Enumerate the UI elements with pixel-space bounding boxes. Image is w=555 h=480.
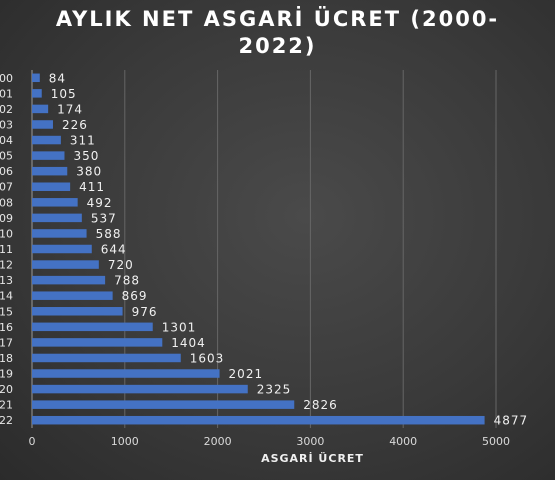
chart-title: AYLIK NET ASGARİ ÜCRET (2000- 2022) xyxy=(0,6,555,60)
chart-title-line-1: AYLIK NET ASGARİ ÜCRET (2000- xyxy=(55,7,500,31)
bar xyxy=(32,73,40,83)
bar xyxy=(32,415,485,425)
category-label: 20 xyxy=(0,383,13,396)
bar xyxy=(32,369,220,378)
bar xyxy=(32,182,71,191)
chart-title-line-2: 2022) xyxy=(238,34,317,58)
bar xyxy=(32,213,82,223)
x-tick-label: 1000 xyxy=(111,435,139,448)
category-label: 06 xyxy=(0,165,13,178)
bar xyxy=(32,338,163,347)
x-tick-label: 3000 xyxy=(296,435,324,448)
data-label: 84 xyxy=(49,71,66,85)
bar xyxy=(32,384,248,394)
category-label: 07 xyxy=(0,181,13,194)
data-label: 226 xyxy=(62,118,88,132)
bar xyxy=(32,260,99,269)
category-label: 13 xyxy=(0,274,13,287)
data-label: 350 xyxy=(73,149,99,163)
bar xyxy=(32,229,87,238)
category-label: 04 xyxy=(0,134,13,147)
category-label: 12 xyxy=(0,259,13,272)
data-label: 788 xyxy=(114,274,140,288)
bar xyxy=(32,244,92,254)
data-label: 4877 xyxy=(494,414,529,428)
category-label: 08 xyxy=(0,196,13,209)
data-label: 1603 xyxy=(190,351,225,365)
bar xyxy=(32,135,61,145)
x-tick-label: 5000 xyxy=(482,435,510,448)
data-label: 1301 xyxy=(162,320,197,334)
bar xyxy=(32,291,113,300)
bar xyxy=(32,400,295,409)
bar xyxy=(32,307,123,316)
x-axis-title: ASGARİ ÜCRET xyxy=(261,452,364,465)
data-label: 2021 xyxy=(229,367,264,381)
x-tick-label: 0 xyxy=(29,435,36,448)
data-label: 311 xyxy=(70,134,96,148)
bar xyxy=(32,353,181,363)
bar xyxy=(32,275,106,285)
data-label: 174 xyxy=(57,102,83,116)
category-label: 05 xyxy=(0,150,13,163)
data-label: 105 xyxy=(51,87,77,101)
x-tick-labels: 0 1000 2000 3000 4000 5000 xyxy=(29,435,511,448)
data-label: 411 xyxy=(79,180,105,194)
data-label: 644 xyxy=(101,243,127,257)
data-label: 588 xyxy=(96,227,122,241)
category-labels: 00 01 02 03 04 05 06 07 08 09 10 11 12 13 14 15 16 17 18 19… xyxy=(0,72,13,427)
bars xyxy=(32,73,485,425)
category-label: 11 xyxy=(0,243,13,256)
x-tick-label: 4000 xyxy=(389,435,417,448)
bar xyxy=(32,89,42,98)
bar xyxy=(32,198,78,207)
data-label: 2325 xyxy=(257,383,292,397)
bar xyxy=(32,104,49,114)
category-label: 15 xyxy=(0,305,13,318)
data-label: 976 xyxy=(132,305,158,319)
data-label: 720 xyxy=(108,258,134,272)
category-label: 02 xyxy=(0,103,13,116)
x-tick-label: 2000 xyxy=(204,435,232,448)
category-label: 17 xyxy=(0,336,13,349)
data-label: 537 xyxy=(91,211,117,225)
bar xyxy=(32,120,53,129)
bar xyxy=(32,151,65,160)
category-label: 18 xyxy=(0,352,13,365)
data-label: 492 xyxy=(87,196,113,210)
data-label: 869 xyxy=(122,289,148,303)
data-label: 1404 xyxy=(171,336,206,350)
category-label: 16 xyxy=(0,321,13,334)
bar xyxy=(32,166,68,176)
category-label: 10 xyxy=(0,227,13,240)
category-label: 14 xyxy=(0,290,13,303)
category-label: 22 xyxy=(0,414,13,427)
category-label: 01 xyxy=(0,87,13,100)
bar xyxy=(32,322,153,332)
category-label: 00 xyxy=(0,72,13,85)
category-label: 03 xyxy=(0,118,13,131)
category-label: 21 xyxy=(0,399,13,412)
data-label: 380 xyxy=(76,165,102,179)
category-label: 19 xyxy=(0,368,13,381)
category-label: 09 xyxy=(0,212,13,225)
data-label: 2826 xyxy=(303,398,338,412)
